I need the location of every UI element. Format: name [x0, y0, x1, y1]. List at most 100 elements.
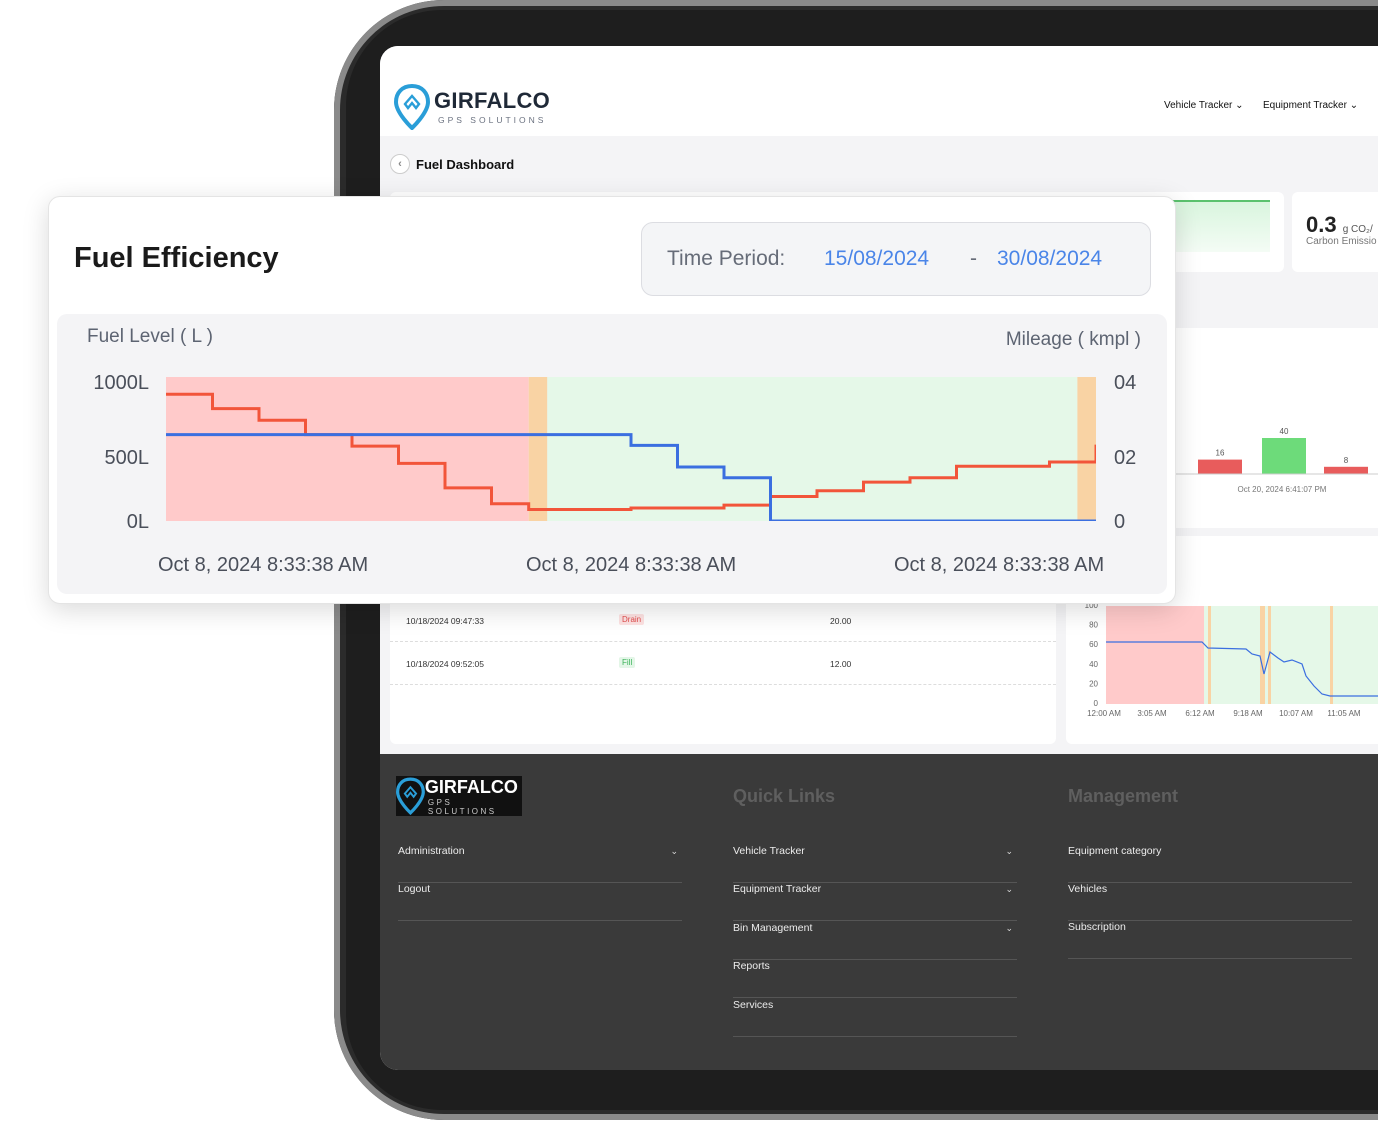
band-idle [1262, 606, 1265, 704]
chevron-down-icon: ⌄ [1005, 922, 1013, 933]
y-axis-left-title: Fuel Level ( L ) [87, 326, 214, 347]
nav-equipment-tracker-label: Equipment Tracker [1263, 100, 1347, 111]
y-axis-right-title: Mileage ( kmpl ) [1005, 329, 1141, 350]
x-tick: 12:00 AM [1087, 709, 1121, 718]
location-pin-icon [396, 777, 425, 815]
back-arrow-icon[interactable]: ‹ [390, 154, 410, 174]
y-right-tick: 04 [1114, 372, 1137, 394]
x-tick: 6:12 AM [1185, 709, 1215, 718]
quick-link-label: Vehicle Tracker [733, 845, 805, 857]
table-row[interactable]: 10/18/2024 09:52:05 Fill 12.00 [390, 642, 1056, 685]
quick-link-item[interactable]: Bin Management ⌄ [733, 921, 1017, 960]
y-tick: 20 [1089, 679, 1098, 688]
emission-card: 0.3 g CO₂/ Carbon Emissio [1292, 192, 1378, 272]
quick-link-label: Bin Management [733, 921, 813, 934]
browser-topbar [380, 46, 1378, 79]
chevron-down-icon: ⌄ [1235, 100, 1244, 111]
fuel-efficiency-card: Fuel Efficiency Time Period: 15/08/2024 … [48, 196, 1176, 604]
emission-value: 0.3 g CO₂/ [1306, 212, 1373, 238]
y-tick: 40 [1089, 660, 1098, 669]
footer-administration-label: Administration [398, 845, 465, 857]
breadcrumb: ‹ Fuel Dashboard [390, 154, 514, 174]
y-tick: 0 [1094, 699, 1099, 708]
app-header: GIRFALCO GPS SOLUTIONS Vehicle Tracker ⌄… [380, 78, 1378, 136]
emission-number: 0.3 [1306, 212, 1337, 237]
fuel-chart: Fuel Level ( L ) Mileage ( kmpl ) 1000L … [57, 314, 1167, 594]
footer-logout[interactable]: Logout [398, 882, 682, 921]
location-pin-icon [394, 84, 430, 130]
x-tick: 11:05 AM [1327, 709, 1361, 718]
status-badge: Fill [619, 656, 636, 668]
footer-quick-links-title: Quick Links [733, 786, 836, 806]
card-title: Fuel Efficiency [74, 242, 279, 274]
footer-logo[interactable]: GIRFALCO GPS SOLUTIONS [396, 776, 522, 816]
bar [1262, 438, 1306, 474]
y-left-tick: 0L [126, 511, 149, 533]
end-date[interactable]: 30/08/2024 [997, 247, 1103, 270]
quick-link-label: Services [733, 998, 774, 1011]
footer: GIRFALCO GPS SOLUTIONS Administration ⌄ L… [380, 754, 1378, 1070]
sparkline-area [1170, 200, 1270, 252]
mini-bar-chart: 16 40 8 Oct 20, 2024 6:41:07 PM [1176, 427, 1378, 494]
y-tick: 100 [1085, 601, 1099, 610]
band-drain [1106, 606, 1204, 704]
management-item[interactable]: Subscription [1068, 920, 1352, 959]
quick-link-item[interactable]: Services [733, 998, 1017, 1037]
date-separator: - [970, 247, 977, 270]
brand-name: GIRFALCO [434, 87, 551, 113]
x-axis-label: Oct 20, 2024 6:41:07 PM [1238, 485, 1327, 494]
y-right-tick: 02 [1114, 447, 1137, 469]
y-left-tick: 1000L [93, 372, 149, 394]
quick-link-item[interactable]: Reports [733, 959, 1017, 999]
cell-time: 10/18/2024 09:52:05 [406, 658, 484, 669]
chevron-down-icon: ⌄ [1005, 884, 1013, 895]
bar-label: 40 [1280, 427, 1289, 436]
x-tick: 3:05 AM [1137, 709, 1167, 718]
bar-label: 8 [1344, 456, 1349, 465]
footer-brand-tagline: GPS SOLUTIONS [427, 797, 497, 816]
table-row[interactable]: 10/18/2024 09:47:33 Drain 20.00 [390, 599, 1056, 642]
time-period-selector[interactable]: Time Period: 15/08/2024 - 30/08/2024 [641, 222, 1151, 296]
x-tick: 9:18 AM [1233, 709, 1263, 718]
quick-link-item[interactable]: Vehicle Tracker ⌄ [733, 844, 1017, 883]
x-tick: Oct 8, 2024 8:33:38 AM [158, 554, 369, 576]
footer-brand-name: GIRFALCO [424, 776, 518, 797]
status-badge: Drain [619, 614, 645, 625]
time-period-label: Time Period: [667, 247, 786, 270]
nav-vehicle-tracker[interactable]: Vehicle Tracker ⌄ [1164, 100, 1244, 111]
chevron-down-icon: ⌄ [670, 846, 678, 856]
bar [1324, 466, 1368, 474]
start-date[interactable]: 15/08/2024 [824, 247, 930, 270]
y-right-tick: 0 [1114, 511, 1126, 533]
band-idle [1330, 606, 1333, 704]
band-idle [1260, 606, 1263, 704]
y-tick: 80 [1089, 621, 1098, 630]
cell-time: 10/18/2024 09:47:33 [406, 616, 484, 626]
mini-line-chart: 100 80 60 40 20 012:00 AM 3:05 AM 6:12 AM 9:18 A… [1085, 601, 1378, 718]
footer-administration[interactable]: Administration ⌄ [398, 844, 682, 883]
x-tick: Oct 8, 2024 8:33:38 AM [526, 554, 737, 576]
bar-label: 16 [1216, 449, 1225, 458]
band-drain [166, 377, 529, 521]
quick-link-item[interactable]: Equipment Tracker ⌄ [733, 882, 1017, 922]
management-item[interactable]: Vehicles [1068, 882, 1352, 921]
band-fill [547, 377, 1078, 521]
y-tick: 60 [1089, 640, 1098, 649]
management-item[interactable]: Equipment category [1068, 844, 1352, 883]
emission-unit: g CO₂/ [1342, 224, 1373, 235]
brand-logo[interactable]: GIRFALCO GPS SOLUTIONS [394, 84, 550, 130]
band-idle [1077, 377, 1096, 521]
brand-tagline: GPS SOLUTIONS [438, 114, 547, 125]
band-fill [1204, 606, 1378, 704]
x-tick: Oct 8, 2024 8:33:38 AM [894, 554, 1105, 576]
y-left-tick: 500L [104, 447, 150, 469]
page-title: Fuel Dashboard [416, 156, 515, 172]
quick-link-label: Reports [733, 960, 770, 973]
bar [1198, 459, 1242, 474]
fuel-plot [166, 377, 1096, 521]
nav-equipment-tracker[interactable]: Equipment Tracker ⌄ [1263, 100, 1358, 111]
nav-vehicle-tracker-label: Vehicle Tracker [1164, 100, 1233, 111]
line-series [1106, 641, 1378, 697]
x-tick: 10:07 AM [1279, 709, 1313, 718]
quick-link-label: Equipment Tracker [733, 883, 822, 896]
